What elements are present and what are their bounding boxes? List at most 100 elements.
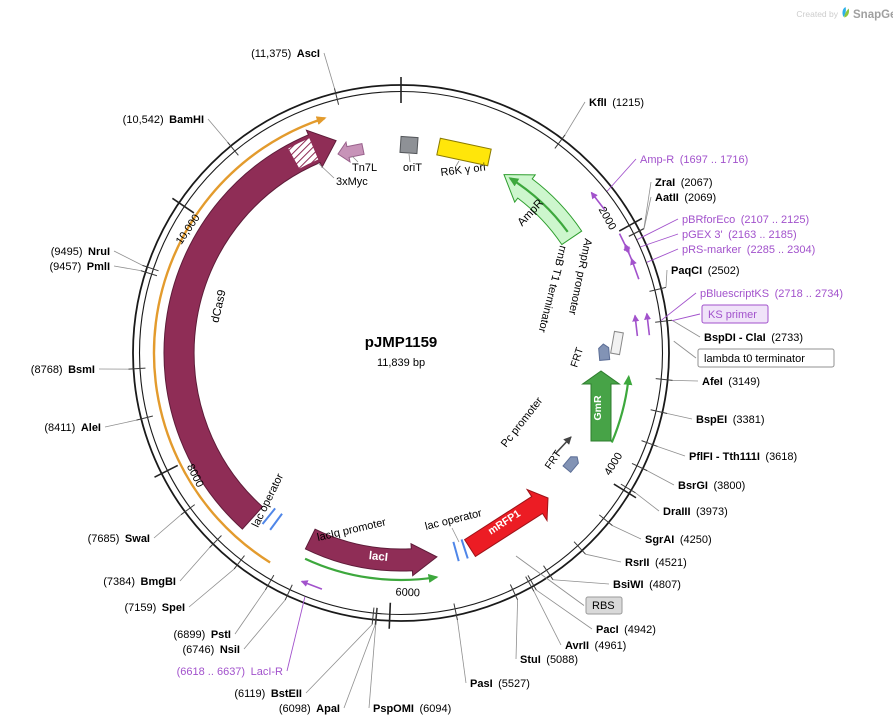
ks-primer-glyph (632, 314, 640, 337)
site-label-pspomi: PspOMI (6094) (373, 703, 451, 715)
boxed-label-text-ks-primer: KS primer (708, 309, 757, 321)
boxed-label-lambda-t0-terminator (697, 348, 835, 368)
small-leader-2 (408, 153, 411, 163)
boxed-leader-rbs (515, 555, 585, 606)
site-label-pmli: (9457) PmlI (49, 261, 110, 273)
site-leader-bmgbi (179, 547, 210, 582)
site-label-kfli: KflI (1215) (589, 97, 644, 109)
lac-operator-ticks-right-0 (460, 539, 469, 559)
boxed-label-text-lambda-t0-terminator: lambda t0 terminator (704, 353, 805, 365)
site-leader-sgrai (612, 525, 642, 540)
site-tick-sgrai (598, 514, 613, 527)
site-tick-bsteii (371, 607, 375, 625)
feature-mrfp1 (463, 488, 549, 558)
site-label-bamhi: (10,542) BamHI (123, 114, 204, 126)
site-leader-aatii (643, 196, 652, 229)
boxed-label-rbs (585, 596, 623, 615)
site-tick-avrii (525, 576, 535, 592)
site-leader-avrii (533, 591, 562, 646)
feature-label-rrnb-t1-terminator-6: rrnB T1 terminator (535, 244, 568, 334)
plasmid-name: pJMP1159 (365, 334, 438, 351)
site-label-draiii: DraIII (3973) (663, 506, 728, 518)
site-tick-zrai (628, 227, 645, 237)
primer-label-amp-r: Amp-R (1697 .. 1716) (640, 154, 748, 166)
primer-label-pbluescriptks: pBluescriptKS (2718 .. 2734) (700, 288, 843, 300)
gmr-orf-arrow (610, 374, 633, 443)
site-label-paci: PacI (4942) (596, 624, 656, 636)
site-tick-nsii (284, 584, 293, 601)
site-label-sgrai: SgrAI (4250) (645, 534, 712, 546)
site-leader-pspomi (368, 624, 377, 709)
primer-leader-prs-marker (646, 248, 679, 263)
feature-label-frt-8: FRT (543, 448, 565, 472)
glyph-layer (300, 191, 652, 590)
feature-label-r6k-ori-16: R6K γ ori (440, 162, 486, 179)
site-label-alei: (8411) AleI (44, 422, 101, 434)
site-label-bspei: BspEI (3381) (696, 414, 764, 426)
feature-label-laci-1: lacI (368, 550, 388, 564)
site-tick-afei (655, 378, 673, 381)
small-leader-0 (317, 162, 335, 179)
site-leader-pasi (457, 620, 467, 684)
boxed-leader-ks-primer (671, 313, 701, 322)
site-tick-bamhi (227, 141, 239, 156)
ampr-orf-arrow (508, 177, 569, 233)
site-label-pasi: PasI (5527) (470, 678, 530, 690)
scale-label-2000: 2000 (596, 205, 618, 232)
site-leader-bspdi-clai (671, 319, 701, 338)
scale-tick-2000 (618, 217, 643, 232)
plasmid-backbone-outer (132, 84, 670, 622)
primer-leader-pgex-3 (640, 233, 679, 248)
site-label-aatii: AatII (2069) (655, 192, 716, 204)
site-leader-alei (104, 419, 137, 428)
site-tick-asci (333, 88, 340, 105)
site-leader-paqci (665, 269, 668, 288)
snapgene-credit: Created by SnapGene (796, 7, 893, 21)
site-label-bsmi: (8768) BsmI (31, 364, 95, 376)
site-leader-kfli (564, 101, 586, 136)
tick-layer (128, 77, 673, 629)
scale-label-6000: 6000 (395, 586, 420, 599)
feature-orit-box (399, 135, 419, 155)
site-tick-spei (233, 555, 245, 570)
site-leader-bspei (667, 413, 693, 420)
scale-tick-10-000 (171, 197, 195, 214)
feature-3xmyc-tag (286, 136, 320, 170)
site-leader-pmli (113, 265, 141, 271)
site-tick-alei (136, 415, 153, 421)
site-label-nrui: (9495) NruI (51, 246, 110, 258)
site-tick-kfli (554, 134, 566, 149)
snapgene-logo-icon (842, 7, 850, 18)
primer-label-pgex-3: pGEX 3' (2163 .. 2185) (682, 229, 797, 241)
primer-label-laci-r: (6618 .. 6637) LacI-R (177, 666, 283, 678)
site-tick-apai (374, 607, 378, 625)
feature-label-orit-15: oriT (403, 162, 422, 174)
site-leader-zrai (643, 181, 652, 229)
feature-dcas9 (163, 129, 337, 530)
feature-t0-terminator-glyph (610, 330, 624, 356)
feature-tn7l (337, 140, 365, 163)
site-label-bspdi-clai: BspDI - ClaI (2733) (704, 332, 803, 344)
site-label-bsteii: (6119) BstEII (234, 688, 302, 700)
center-labels: pJMP1159 11,839 bp (365, 334, 438, 369)
feature-label-gmr-3: GmR (592, 395, 604, 421)
site-leader-draiii (635, 492, 660, 512)
feature-label-tn7l-13: Tn7L (352, 162, 377, 174)
feature-ampr (503, 174, 583, 246)
primer-glyph-prs-marker (630, 257, 640, 280)
site-tick-paci (527, 575, 537, 591)
site-tick-bsmi (128, 367, 146, 370)
site-leader-nsii (243, 599, 286, 650)
site-leader-stui (515, 599, 519, 660)
feature-label-lac-operator-10: lac operator (424, 507, 484, 533)
site-leader-asci (323, 52, 335, 89)
site-label-pflfi-tth111i: PflFI - Tth111I (3618) (689, 451, 797, 463)
site-label-apai: (6098) ApaI (279, 703, 340, 715)
scale-tick-6000 (388, 602, 392, 629)
lac-operator-ticks-left-1 (261, 507, 276, 525)
site-label-bsrgi: BsrGI (3800) (678, 480, 745, 492)
plasmid-size: 11,839 bp (377, 357, 425, 369)
small-leader-1 (351, 155, 359, 163)
